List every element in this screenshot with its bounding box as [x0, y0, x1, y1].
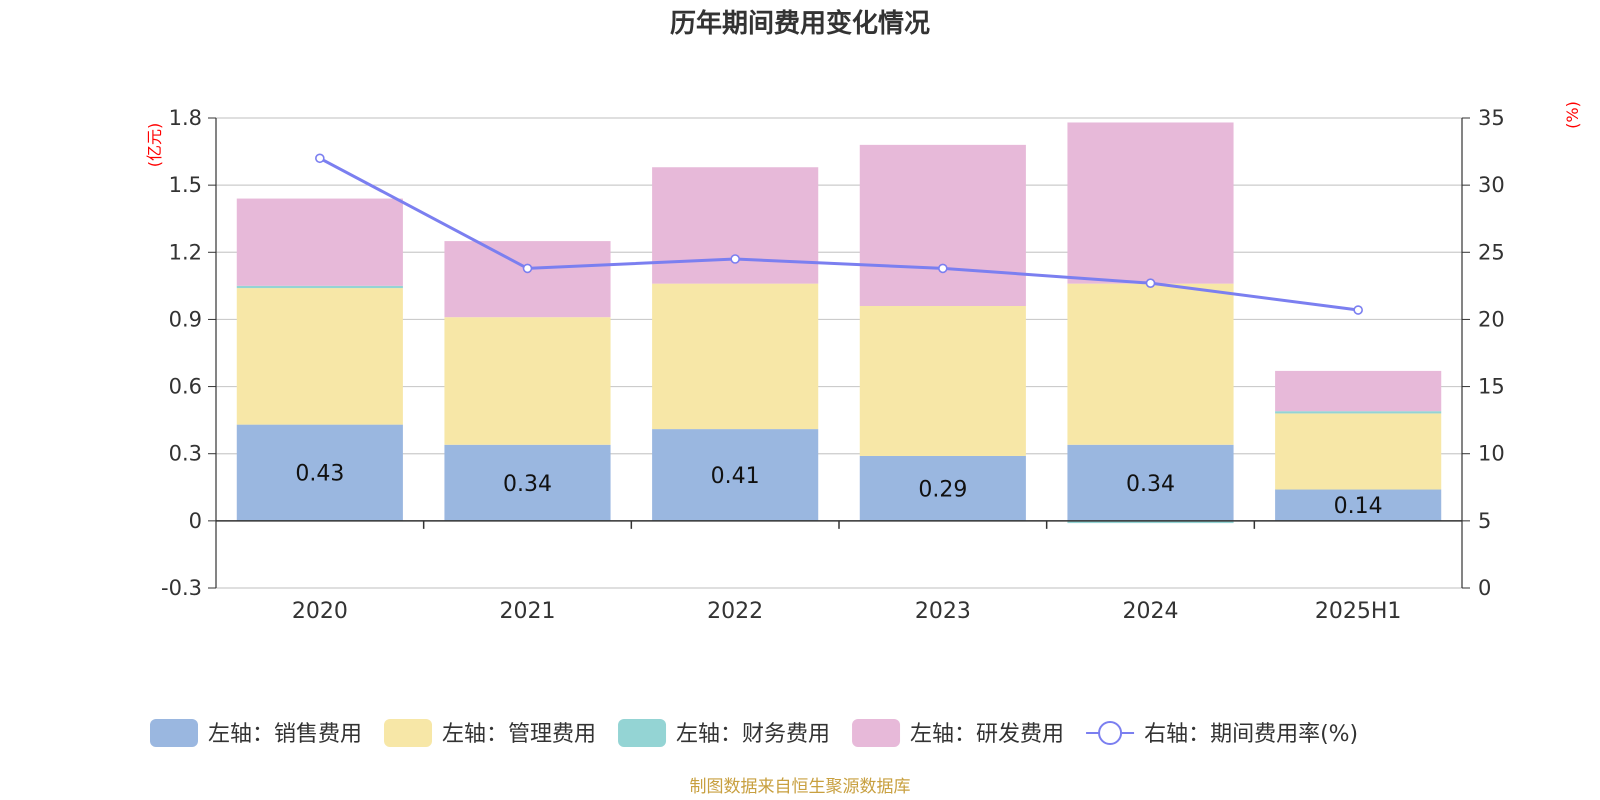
right-tick-label: 25 — [1478, 240, 1505, 264]
right-tick-label: 0 — [1478, 576, 1491, 600]
x-tick-label: 2020 — [292, 599, 348, 624]
right-tick-label: 30 — [1478, 173, 1505, 197]
legend-swatch — [384, 719, 433, 747]
right-tick-label: 35 — [1478, 106, 1505, 130]
bar-segment — [444, 444, 611, 521]
bar-segment — [1275, 413, 1442, 490]
x-tick-label: 2021 — [500, 599, 556, 624]
bar-segment — [1275, 489, 1442, 521]
right-axis-unit: (%) — [1563, 101, 1582, 129]
rate-point — [938, 263, 948, 274]
right-tick-label: 20 — [1478, 307, 1505, 331]
bar-segment — [1067, 122, 1234, 284]
data-label: 0.14 — [1334, 494, 1383, 519]
rate-point — [522, 263, 533, 274]
bar-segment — [236, 198, 403, 286]
right-tick-label: 10 — [1478, 442, 1505, 466]
data-labels: 0.43 0.34 0.41 0.29 0.34 0.14 — [295, 462, 1382, 519]
bar-series — [236, 122, 1442, 524]
left-tick-label: 1.5 — [169, 173, 202, 197]
legend-label: 左轴：管理费用 — [442, 722, 596, 747]
rate-point — [1145, 278, 1156, 288]
rate-line-series — [315, 153, 1363, 315]
bar-segment — [859, 306, 1026, 456]
right-tick-label: 5 — [1478, 509, 1491, 533]
left-tick-label: 0.9 — [169, 307, 202, 331]
bar-segment — [236, 288, 403, 425]
bar-segment — [652, 167, 819, 284]
legend: 左轴：销售费用 左轴：管理费用 左轴：财务费用 左轴：研发费用 右轴：期间费用率(%) — [150, 719, 1358, 747]
x-tick-label: 2023 — [915, 599, 971, 624]
left-tick-label: 0.6 — [169, 375, 202, 399]
bar-segment — [859, 455, 1026, 521]
left-tick-label: 1.8 — [169, 106, 202, 130]
bar-segment — [652, 283, 819, 430]
axes: -0.3 0 0.3 0.6 0.9 1.2 1.5 1.8 0 5 10 15 20 25 30 35 202… — [161, 106, 1505, 624]
left-tick-label: 1.2 — [169, 240, 202, 264]
legend-label: 右轴：期间费用率(%) — [1144, 722, 1358, 747]
bar-segment — [1275, 411, 1442, 414]
rate-line — [319, 156, 1359, 312]
bar-segment — [859, 144, 1026, 306]
source-note: 制图数据来自恒生聚源数据库 — [690, 777, 911, 797]
bar-segment — [236, 424, 403, 521]
legend-swatch — [150, 719, 198, 747]
bar-segment — [1067, 520, 1234, 524]
bar-segment — [1275, 370, 1442, 412]
bar-segment — [236, 285, 403, 289]
left-axis-unit: (亿元) — [145, 123, 164, 168]
legend-swatch — [852, 719, 901, 747]
bar-segment — [1067, 283, 1234, 445]
bar-segment — [444, 317, 611, 445]
data-label: 0.41 — [711, 464, 760, 489]
right-tick-label: 15 — [1478, 375, 1505, 399]
legend-label: 左轴：财务费用 — [676, 722, 830, 747]
legend-marker — [1098, 721, 1123, 745]
bar-segment — [652, 429, 819, 521]
left-tick-label: 0.3 — [169, 442, 202, 466]
rate-point — [730, 254, 740, 264]
x-tick-label: 2025H1 — [1315, 599, 1402, 624]
data-label: 0.34 — [1126, 472, 1175, 497]
rate-point — [1353, 305, 1363, 315]
legend-swatch — [618, 719, 667, 747]
data-label: 0.43 — [295, 462, 344, 487]
left-tick-label: -0.3 — [161, 576, 202, 600]
data-label: 0.29 — [918, 477, 967, 502]
rate-point — [315, 153, 325, 164]
data-label: 0.34 — [503, 472, 552, 497]
x-tick-label: 2022 — [707, 599, 763, 624]
left-tick-label: 0 — [189, 509, 202, 533]
x-tick-label: 2024 — [1123, 599, 1179, 624]
bar-segment — [444, 241, 611, 318]
legend-label: 左轴：研发费用 — [910, 722, 1064, 747]
chart-title: 历年期间费用变化情况 — [670, 8, 930, 39]
legend-label: 左轴：销售费用 — [208, 722, 362, 747]
bar-segment — [1067, 444, 1234, 521]
